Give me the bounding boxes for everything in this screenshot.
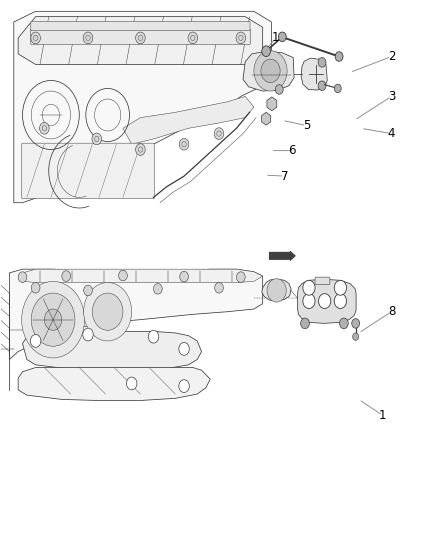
FancyBboxPatch shape	[315, 277, 330, 285]
Circle shape	[334, 294, 346, 309]
Circle shape	[31, 282, 40, 293]
Circle shape	[83, 328, 93, 341]
Polygon shape	[22, 332, 201, 370]
Circle shape	[279, 32, 286, 42]
Circle shape	[179, 379, 189, 392]
FancyArrow shape	[269, 251, 295, 261]
Circle shape	[353, 333, 359, 341]
Circle shape	[214, 128, 224, 140]
Circle shape	[276, 85, 283, 94]
Polygon shape	[301, 58, 327, 90]
Text: 7: 7	[281, 169, 288, 183]
Circle shape	[236, 32, 246, 44]
FancyBboxPatch shape	[21, 143, 154, 198]
Circle shape	[318, 81, 326, 91]
Circle shape	[92, 293, 123, 330]
Circle shape	[136, 144, 145, 156]
Circle shape	[148, 330, 159, 343]
Text: 8: 8	[388, 305, 395, 318]
Circle shape	[179, 343, 189, 356]
Polygon shape	[10, 269, 263, 360]
Circle shape	[84, 282, 132, 341]
Circle shape	[62, 271, 71, 281]
Polygon shape	[262, 279, 291, 301]
Circle shape	[261, 59, 280, 83]
Circle shape	[83, 32, 93, 44]
Circle shape	[267, 279, 286, 302]
Text: 2: 2	[388, 50, 395, 63]
Circle shape	[188, 32, 198, 44]
Polygon shape	[14, 11, 272, 203]
Circle shape	[127, 377, 137, 390]
Circle shape	[136, 32, 145, 44]
Circle shape	[179, 139, 189, 150]
Text: 3: 3	[388, 90, 395, 103]
Circle shape	[352, 319, 360, 328]
Polygon shape	[22, 269, 263, 282]
Polygon shape	[243, 51, 294, 91]
Polygon shape	[297, 279, 356, 324]
Circle shape	[334, 84, 341, 93]
FancyBboxPatch shape	[30, 29, 251, 44]
Text: 5: 5	[303, 119, 310, 132]
Text: 1: 1	[272, 31, 279, 44]
Circle shape	[30, 335, 41, 348]
Circle shape	[300, 318, 309, 329]
Circle shape	[119, 270, 127, 281]
Circle shape	[215, 282, 223, 293]
Circle shape	[254, 51, 287, 91]
Circle shape	[335, 52, 343, 61]
Circle shape	[18, 272, 27, 282]
Circle shape	[318, 294, 331, 309]
Circle shape	[44, 309, 62, 330]
Circle shape	[237, 272, 245, 282]
Text: 1: 1	[379, 409, 386, 422]
Circle shape	[339, 318, 348, 329]
Polygon shape	[123, 96, 254, 144]
Circle shape	[180, 271, 188, 282]
Circle shape	[303, 280, 315, 295]
Circle shape	[334, 280, 346, 295]
Circle shape	[31, 293, 75, 346]
Circle shape	[84, 285, 92, 296]
Text: 4: 4	[388, 127, 395, 140]
Polygon shape	[18, 368, 210, 400]
Text: 6: 6	[289, 144, 296, 157]
Circle shape	[153, 284, 162, 294]
Circle shape	[21, 281, 85, 358]
Circle shape	[92, 133, 102, 145]
Polygon shape	[18, 17, 263, 64]
Circle shape	[39, 123, 49, 134]
Circle shape	[303, 294, 315, 309]
Circle shape	[262, 46, 271, 56]
Circle shape	[31, 32, 40, 44]
FancyBboxPatch shape	[31, 21, 250, 30]
Circle shape	[318, 58, 326, 67]
